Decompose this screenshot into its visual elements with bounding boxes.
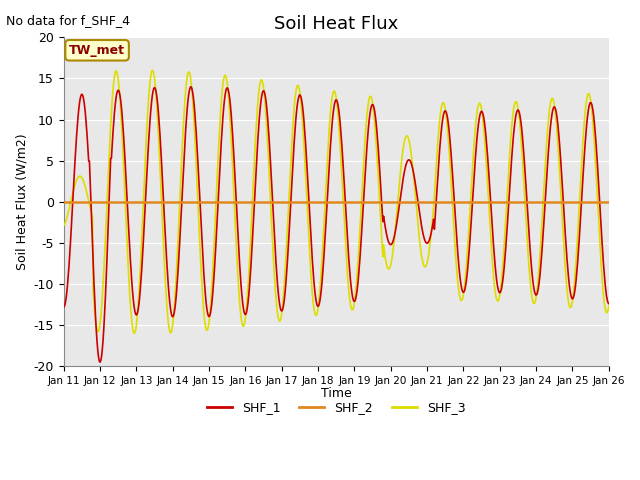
Legend: SHF_1, SHF_2, SHF_3: SHF_1, SHF_2, SHF_3 (202, 396, 470, 420)
Y-axis label: Soil Heat Flux (W/m2): Soil Heat Flux (W/m2) (15, 133, 28, 270)
Text: No data for f_SHF_4: No data for f_SHF_4 (6, 14, 131, 27)
X-axis label: Time: Time (321, 387, 351, 400)
Title: Soil Heat Flux: Soil Heat Flux (274, 15, 398, 33)
Text: TW_met: TW_met (69, 44, 125, 57)
